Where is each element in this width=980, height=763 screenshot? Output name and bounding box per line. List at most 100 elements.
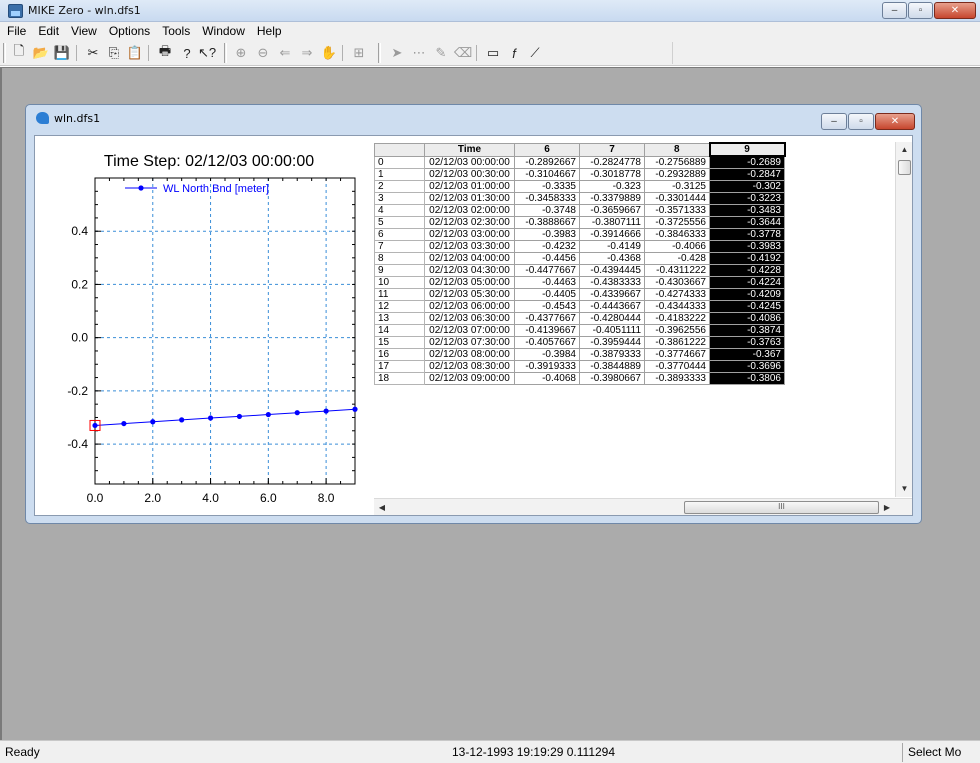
value-cell[interactable]: -0.3984	[514, 348, 580, 361]
value-cell[interactable]: -0.4066	[644, 240, 710, 253]
value-cell[interactable]: -0.3980667	[579, 372, 645, 385]
selected-value-cell[interactable]: -0.3223	[709, 192, 785, 205]
value-cell[interactable]: -0.4368	[579, 252, 645, 265]
data-point[interactable]	[179, 417, 185, 423]
value-cell[interactable]: -0.4274333	[644, 288, 710, 301]
row-header-cell[interactable]: 7	[374, 240, 425, 253]
table-row[interactable]: 15 02/12/03 07:30:00 -0.4057667 -0.3959444-…	[374, 336, 785, 349]
value-cell[interactable]: -0.4183222	[644, 312, 710, 325]
table-row[interactable]: 12 02/12/03 06:00:00 -0.4543 -0.4443667 -0.4…	[374, 300, 785, 313]
value-cell[interactable]: -0.4149	[579, 240, 645, 253]
paste-icon[interactable]: 📋	[126, 45, 144, 60]
value-cell[interactable]: -0.4311222	[644, 264, 710, 277]
time-cell[interactable]: 02/12/03 05:30:00	[424, 288, 515, 301]
value-cell[interactable]: -0.4057667	[514, 336, 580, 349]
menu-view[interactable]: View	[71, 24, 97, 38]
selected-value-cell[interactable]: -0.2847	[709, 168, 785, 181]
table-row[interactable]: 4 02/12/03 02:00:00 -0.3748 -0.3659667 -0.35…	[374, 204, 785, 217]
value-cell[interactable]: -0.3725556	[644, 216, 710, 229]
row-header-cell[interactable]: 11	[374, 288, 425, 301]
edit-points-icon[interactable]: ⋯	[412, 45, 426, 60]
data-grid[interactable]: Time 6 7 8 9 0 02/12/03 00:00:00 -0.289266…	[374, 142, 864, 497]
value-cell[interactable]: -0.4463	[514, 276, 580, 289]
time-cell[interactable]: 02/12/03 07:00:00	[424, 324, 515, 337]
column-header-9[interactable]: 9	[708, 142, 786, 157]
value-cell[interactable]: -0.2932889	[644, 168, 710, 181]
scroll-right-icon[interactable]: ▶	[883, 503, 891, 512]
table-row[interactable]: 9 02/12/03 04:30:00 -0.4477667 -0.4394445 -0…	[374, 264, 785, 277]
time-cell[interactable]: 02/12/03 08:30:00	[424, 360, 515, 373]
select-pointer-icon[interactable]: ➤	[391, 45, 403, 60]
table-row[interactable]: 16 02/12/03 08:00:00 -0.3984 -0.3879333 -0.3…	[374, 348, 785, 361]
selected-value-cell[interactable]: -0.3806	[709, 372, 785, 385]
value-cell[interactable]: -0.4139667	[514, 324, 580, 337]
selected-value-cell[interactable]: -0.367	[709, 348, 785, 361]
row-header-cell[interactable]: 12	[374, 300, 425, 313]
value-cell[interactable]: -0.4344333	[644, 300, 710, 313]
value-cell[interactable]: -0.3774667	[644, 348, 710, 361]
value-cell[interactable]: -0.2756889	[644, 155, 710, 169]
value-cell[interactable]: -0.4377667	[514, 312, 580, 325]
value-cell[interactable]: -0.3861222	[644, 336, 710, 349]
zoom-out-icon[interactable]: ⊖	[257, 45, 269, 60]
minimize-button[interactable]: –	[882, 2, 907, 19]
value-cell[interactable]: -0.4456	[514, 252, 580, 265]
child-window-wln[interactable]: wln.dfs1 – ▫ ✕ Time Step: 02/12/03 00:00…	[25, 104, 922, 524]
value-cell[interactable]: -0.4394445	[579, 264, 645, 277]
erase-icon[interactable]: ⌫	[453, 45, 473, 60]
table-row[interactable]: 14 02/12/03 07:00:00 -0.4139667 -0.4051111-…	[374, 324, 785, 337]
save-icon[interactable]: 💾	[53, 45, 71, 60]
value-cell[interactable]: -0.2824778	[579, 155, 645, 169]
row-header-cell[interactable]: 1	[374, 168, 425, 181]
time-cell[interactable]: 02/12/03 02:30:00	[424, 216, 515, 229]
value-cell[interactable]: -0.3748	[514, 204, 580, 217]
selected-point-marker[interactable]	[89, 419, 101, 431]
row-header-cell[interactable]: 9	[374, 264, 425, 277]
print-icon[interactable]: 🖶	[158, 43, 172, 58]
table-row[interactable]: 11 02/12/03 05:30:00 -0.4405 -0.4339667 -0.4…	[374, 288, 785, 301]
column-header-7[interactable]: 7	[579, 142, 645, 157]
value-cell[interactable]: -0.3770444	[644, 360, 710, 373]
child-maximize-button[interactable]: ▫	[848, 113, 874, 130]
value-cell[interactable]: -0.3914666	[579, 228, 645, 241]
value-cell[interactable]: -0.4477667	[514, 264, 580, 277]
selected-value-cell[interactable]: -0.3696	[709, 360, 785, 373]
row-header-cell[interactable]: 5	[374, 216, 425, 229]
menu-options[interactable]: Options	[108, 24, 151, 38]
table-row[interactable]: 3 02/12/03 01:30:00 -0.3458333 -0.3379889 -0…	[374, 192, 785, 205]
line-plot[interactable]: Time Step: 02/12/03 00:00:00 0.0 2.0 4.0 6.…	[35, 136, 372, 517]
time-cell[interactable]: 02/12/03 00:30:00	[424, 168, 515, 181]
row-header-cell[interactable]: 18	[374, 372, 425, 385]
copy-icon[interactable]: ⎘	[108, 45, 120, 60]
selected-value-cell[interactable]: -0.302	[709, 180, 785, 193]
selected-value-cell[interactable]: -0.4086	[709, 312, 785, 325]
table-row[interactable]: 10 02/12/03 05:00:00 -0.4463 -0.4383333 -0.4…	[374, 276, 785, 289]
maximize-button[interactable]: ▫	[908, 2, 933, 19]
selected-value-cell[interactable]: -0.3983	[709, 240, 785, 253]
time-cell[interactable]: 02/12/03 06:30:00	[424, 312, 515, 325]
menu-tools[interactable]: Tools	[162, 24, 191, 38]
line-icon[interactable]: ⟋	[530, 45, 540, 60]
time-cell[interactable]: 02/12/03 08:00:00	[424, 348, 515, 361]
grid-corner-header[interactable]	[374, 142, 425, 157]
value-cell[interactable]: -0.3104667	[514, 168, 580, 181]
value-cell[interactable]: -0.4051111	[579, 324, 645, 337]
row-header-cell[interactable]: 13	[374, 312, 425, 325]
table-row[interactable]: 2 02/12/03 01:00:00 -0.3335 -0.323 -0.3125 -0…	[374, 180, 785, 193]
selected-value-cell[interactable]: -0.3483	[709, 204, 785, 217]
value-cell[interactable]: -0.3018778	[579, 168, 645, 181]
data-point[interactable]	[294, 410, 300, 416]
value-cell[interactable]: -0.3888667	[514, 216, 580, 229]
horizontal-scrollbar[interactable]: ◀ III ▶	[374, 498, 912, 515]
child-close-button[interactable]: ✕	[875, 113, 915, 130]
value-cell[interactable]: -0.4303667	[644, 276, 710, 289]
value-cell[interactable]: -0.4443667	[579, 300, 645, 313]
value-cell[interactable]: -0.4383333	[579, 276, 645, 289]
row-header-cell[interactable]: 6	[374, 228, 425, 241]
value-cell[interactable]: -0.4405	[514, 288, 580, 301]
row-header-cell[interactable]: 8	[374, 252, 425, 265]
close-button[interactable]: ✕	[934, 2, 976, 19]
value-cell[interactable]: -0.4339667	[579, 288, 645, 301]
child-minimize-button[interactable]: –	[821, 113, 847, 130]
scroll-down-icon[interactable]: ▼	[900, 484, 909, 493]
